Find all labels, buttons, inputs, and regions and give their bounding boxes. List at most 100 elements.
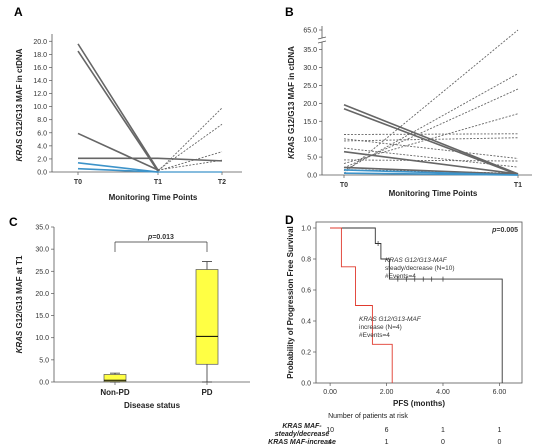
x-tick-label-d: 2.00: [380, 389, 394, 396]
series-line-solid-a-0: [77, 43, 159, 171]
y-tick-label-c: 5.0: [39, 357, 49, 364]
x-tick-label-a: T0: [74, 179, 82, 186]
y-tick-label-c: 35.0: [35, 225, 49, 232]
panel-label-c: C: [9, 215, 18, 229]
risk-row1-label-line2: steady/decrease: [275, 431, 330, 438]
y-tick-label-d: 0.2: [301, 350, 311, 357]
y-tick-label-c: 20.0: [35, 291, 49, 298]
x-tick-label-d: 6.00: [493, 389, 507, 396]
y-tick-label-b: 5.0: [307, 155, 317, 162]
risk-row1-value: 1: [497, 427, 501, 434]
y-tick-label-a: 6.0: [37, 130, 47, 137]
y-tick-label-d: 0.8: [301, 257, 311, 264]
km-label-steady-line1: KRAS G12/G13-MAF: [385, 257, 448, 264]
y-tick-label-d: 1.0: [301, 226, 311, 233]
x-axis-label-b: Monitoring Time Points: [389, 189, 478, 198]
y-tick-label-a: 10.0: [33, 104, 47, 111]
series-line-solid-b-0: [343, 104, 519, 175]
series-line-dotted-b-7: [343, 159, 519, 162]
y-axis-label-a: KRAS G12/G13 MAF in ctDNA: [15, 48, 24, 161]
risk-row1-value: 6: [385, 427, 389, 434]
km-label-increase-line2: increase (N=4): [359, 324, 402, 331]
y-tick-label-a: 4.0: [37, 143, 47, 150]
y-tick-label-b: 25.0: [303, 83, 317, 90]
series-line-dotted-b-8: [343, 147, 519, 168]
pvalue-rest-c: =0.013: [152, 234, 174, 241]
pvalue-rest-d: =0.005: [496, 227, 518, 234]
y-tick-label-c: 15.0: [35, 313, 49, 320]
series-line-solid-t2-a-0: [157, 157, 223, 162]
y-axis-label-d: Probability of Progression Free Survival: [286, 226, 295, 379]
x-axis-label-c: Disease status: [124, 401, 181, 410]
pvalue-p-d: p: [491, 227, 497, 234]
x-tick-label-b: T0: [340, 182, 348, 189]
y-tick-label-b: 0.0: [307, 173, 317, 180]
risk-row2-value: 0: [497, 439, 501, 446]
pvalue-p-c: p: [147, 234, 153, 241]
km-label-steady-line2: steady/decrease (N=10): [385, 265, 455, 272]
km-label-increase-line3: #Events=4: [359, 332, 390, 339]
risk-row2-value: 1: [385, 439, 389, 446]
y-tick-label-a: 8.0: [37, 117, 47, 124]
y-tick-label-b: 30.0: [303, 65, 317, 72]
series-line-dotted-a-0: [157, 107, 223, 172]
series-line-solid-b-1: [343, 107, 519, 176]
series-line-dotted-a-1: [157, 123, 223, 171]
panel-label-d: D: [285, 213, 294, 227]
y-tick-label-a: 18.0: [33, 52, 47, 59]
y-tick-label-b: 20.0: [303, 101, 317, 108]
x-tick-label-d: 0.00: [323, 389, 337, 396]
series-line-dotted-b-4: [343, 133, 519, 135]
axis-break-mark-b: [317, 36, 327, 40]
y-axis-label-c-rest: G12/G13 MAF at T1: [15, 255, 24, 331]
y-axis-label-a-italic: KRAS: [15, 138, 24, 161]
series-line-dotted-a-2: [157, 151, 223, 172]
y-axis-label-c: KRAS G12/G13 MAF at T1: [15, 255, 24, 353]
risk-row2-label: KRAS MAF-increase: [268, 439, 336, 446]
y-tick-label-c: 30.0: [35, 247, 49, 254]
y-tick-label-a: 0.0: [37, 170, 47, 177]
y-tick-label-a: 16.0: [33, 65, 47, 72]
y-axis-label-b-rest: G12/G13 MAF in ctDNA: [287, 46, 296, 136]
y-tick-label-b: 35.0: [303, 47, 317, 54]
series-line-blue-a-0: [77, 162, 159, 173]
series-line-solid-a-1: [77, 50, 159, 172]
y-axis-label-c-italic: KRAS: [15, 330, 24, 353]
y-tick-label-b: 65.0: [303, 28, 317, 35]
pvalue-label-d: p=0.005: [491, 227, 518, 234]
y-tick-label-b: 10.0: [303, 137, 317, 144]
x-tick-label-a: T2: [218, 179, 226, 186]
series-line-blue-b-1: [343, 172, 519, 176]
x-tick-label-c: Non-PD: [100, 388, 130, 397]
x-tick-label-a: T1: [154, 179, 162, 186]
x-axis-label-d: PFS (months): [393, 399, 445, 408]
panel-label-a: A: [14, 5, 23, 19]
km-label-increase-line1: KRAS G12/G13-MAF: [359, 316, 422, 323]
series-line-solid-b-3: [343, 166, 519, 176]
risk-row1-value: 1: [441, 427, 445, 434]
km-curve-d-1: [330, 227, 393, 383]
axis-break-mark-b: [317, 40, 327, 44]
series-line-dotted-b-5: [343, 137, 519, 142]
km-label-steady-line3: #Events=4: [385, 273, 416, 280]
y-tick-label-a: 12.0: [33, 91, 47, 98]
series-line-solid-b-2: [343, 150, 519, 175]
plot-frame-d: [315, 221, 523, 384]
chart-panel-b: 65.0 0.0 5.0 10.0 15.0 20.0 25.0 30.0 35.0 T0 T1 KR…: [287, 26, 532, 198]
y-tick-label-c: 25.0: [35, 269, 49, 276]
y-tick-label-a: 2.0: [37, 156, 47, 163]
series-line-dotted-b-3: [343, 113, 519, 164]
x-tick-label-d: 4.00: [436, 389, 450, 396]
risk-row1-value: 10: [326, 427, 334, 434]
series-line-dotted-b-6: [343, 138, 519, 159]
y-tick-label-a: 14.0: [33, 78, 47, 85]
y-tick-label-c: 0.0: [39, 380, 49, 387]
x-tick-label-c: PD: [201, 388, 212, 397]
risk-row2-value: 0: [441, 439, 445, 446]
x-axis-label-a: Monitoring Time Points: [109, 193, 198, 202]
chart-panel-d: 0.0 0.2 0.4 0.6 0.8 1.0 0.00 2.00 4.00 6.00 KRAS G…: [268, 221, 523, 446]
pvalue-label-c: p=0.013: [147, 234, 174, 241]
y-tick-label-d: 0.6: [301, 288, 311, 295]
y-axis-label-b-italic: KRAS: [287, 136, 296, 159]
